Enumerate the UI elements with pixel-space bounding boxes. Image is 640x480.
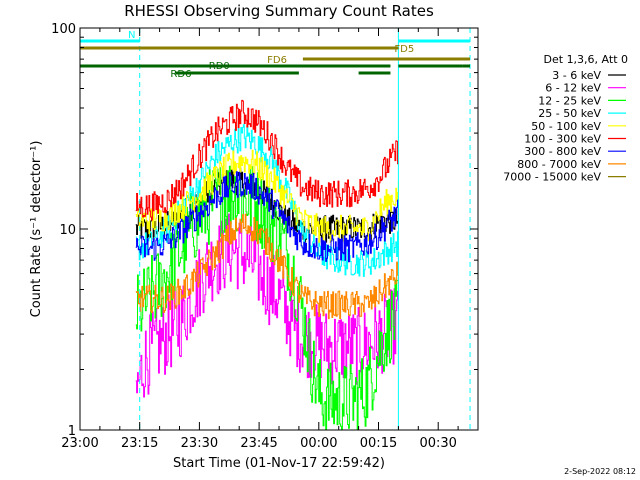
legend-label: 300 - 800 keV [524,145,601,158]
legend-label: 25 - 50 keV [538,107,601,120]
flag-label-rd6: RD6 [170,69,191,80]
y-axis-label: Count Rate (s⁻¹ detector⁻¹) [29,141,44,318]
x-tick-label: 23:30 [181,436,218,451]
flag-label-fd6: FD6 [267,55,287,66]
legend-label: 12 - 25 keV [538,94,601,107]
chart-title: RHESSI Observing Summary Count Rates [124,2,434,20]
x-tick-label: 23:00 [61,436,98,451]
series-800-7000-kev-line [135,213,399,320]
series-300-800-kev-line [135,171,399,263]
series-50-100-kev-line [135,149,399,243]
legend-label: 7000 - 15000 keV [503,171,601,184]
x-axis-label: Start Time (01-Nov-17 22:59:42) [173,456,385,471]
flag-label-fd5: FD5 [394,44,414,55]
timestamp: 2-Sep-2022 08:12 [564,467,636,476]
x-tick-label: 00:15 [360,436,397,451]
y-tick-label: 1 [68,424,76,439]
legend-label: 3 - 6 keV [552,69,601,82]
x-tick-label: 00:30 [419,436,456,451]
series-layer [135,99,399,431]
legend-label: 50 - 100 keV [531,120,601,133]
y-tick-label: 10 [59,223,76,238]
legend-label: 100 - 300 keV [524,133,601,146]
legend-header: Det 1,3,6, Att 0 [544,53,628,66]
x-tick-label: 23:45 [240,436,277,451]
legend-label: 6 - 12 keV [545,82,601,95]
axes: 23:00 23:15 23:30 23:45 00:00 00:15 00:30 1 10 10… [51,22,479,451]
flag-label-n: N [128,30,135,41]
series-6-12-kev-line [135,213,399,398]
y-tick-label: 100 [51,22,76,37]
series-100-300-kev-line [135,99,399,221]
x-tick-label: 00:00 [300,436,337,451]
x-tick-label: 23:15 [121,436,158,451]
flag-label-rd0: RD0 [209,61,230,72]
legend-label: 800 - 7000 keV [517,158,601,171]
